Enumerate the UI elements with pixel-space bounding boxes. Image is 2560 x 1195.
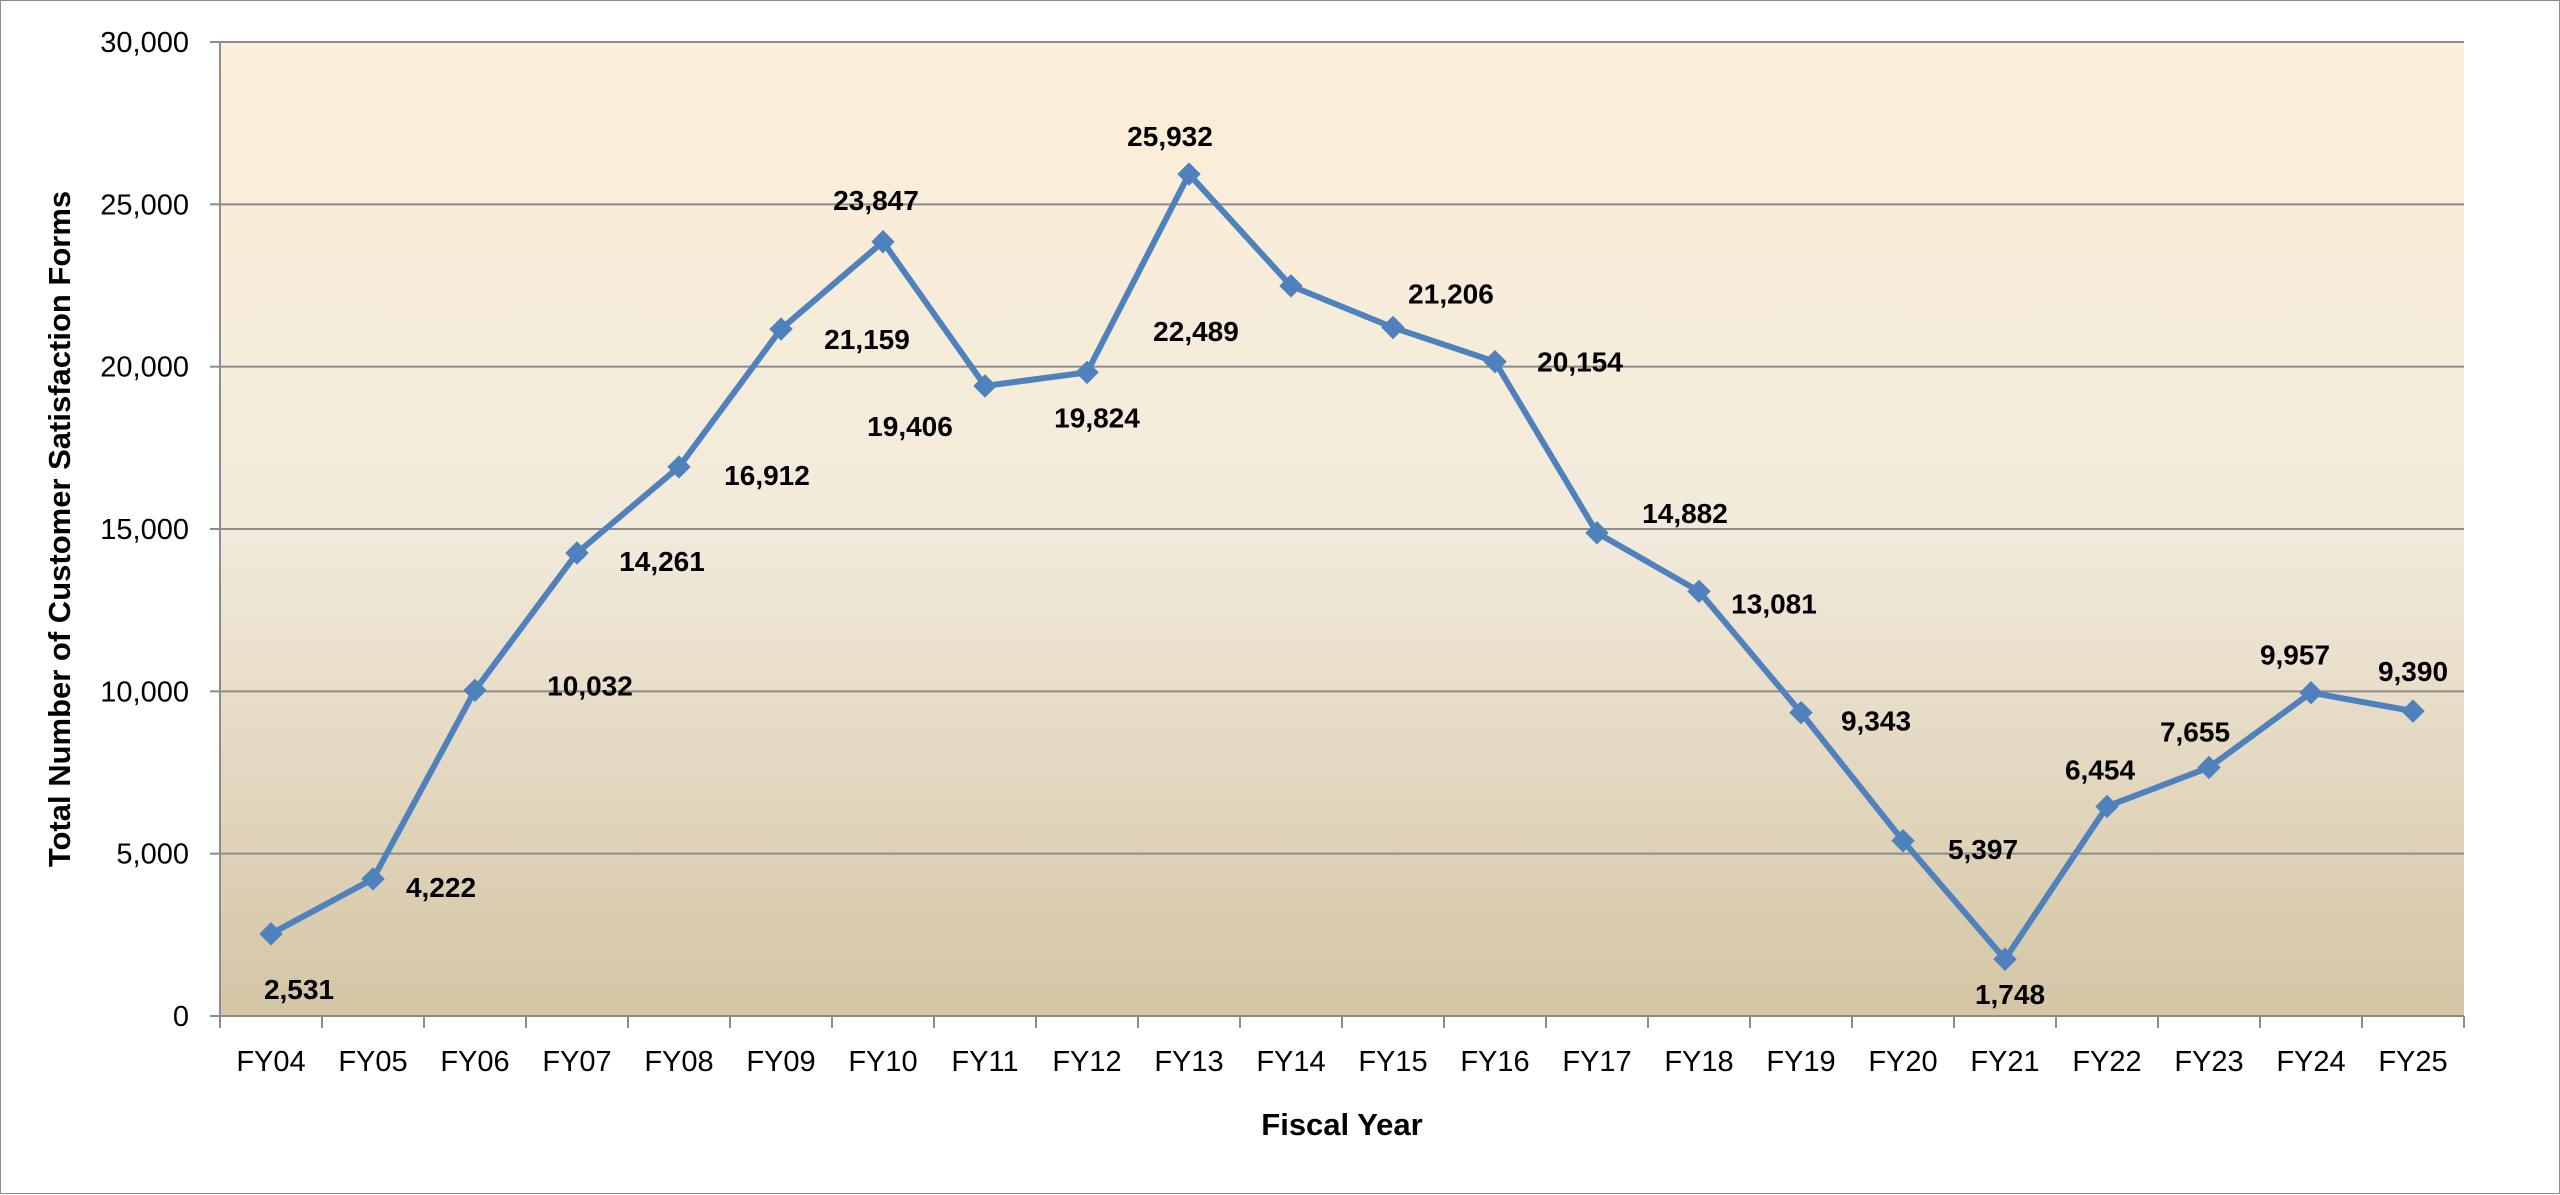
- x-tick-label: FY04: [236, 1046, 305, 1078]
- data-point: [871, 230, 895, 254]
- x-tick-label: FY11: [951, 1046, 1018, 1078]
- data-label: 21,206: [1408, 279, 1494, 310]
- y-tick-label: 0: [173, 1001, 189, 1033]
- x-tick-label: FY10: [848, 1046, 917, 1078]
- data-label: 9,390: [2378, 656, 2448, 687]
- data-label: 19,824: [1054, 402, 1140, 433]
- data-point: [1177, 162, 1201, 186]
- x-tick-label: FY24: [2276, 1046, 2345, 1078]
- data-point: [1993, 947, 2017, 971]
- data-label: 2,531: [264, 974, 334, 1005]
- data-point: [769, 317, 793, 341]
- data-label: 23,847: [833, 185, 919, 216]
- x-tick-label: FY16: [1460, 1046, 1529, 1078]
- data-label: 21,159: [824, 324, 910, 355]
- y-axis-title: Total Number of Customer Satisfaction Fo…: [42, 191, 77, 867]
- x-tick-label: FY14: [1256, 1046, 1325, 1078]
- data-label: 20,154: [1537, 347, 1623, 378]
- data-label: 25,932: [1127, 121, 1213, 152]
- data-markers: [259, 162, 2425, 971]
- data-point: [1789, 700, 1813, 725]
- axes: [219, 42, 2465, 1028]
- data-point: [1891, 829, 1915, 853]
- x-tick-label: FY07: [542, 1046, 611, 1078]
- data-point: [1279, 274, 1303, 298]
- y-tick-label: 25,000: [100, 189, 189, 221]
- data-point: [2197, 755, 2221, 780]
- data-point: [259, 922, 283, 946]
- data-point: [2401, 699, 2425, 723]
- y-tick-label: 10,000: [100, 676, 189, 708]
- data-label: 9,957: [2260, 640, 2330, 671]
- y-tick-label: 5,000: [116, 839, 189, 871]
- data-label: 14,882: [1642, 498, 1728, 529]
- data-label: 22,489: [1153, 316, 1239, 347]
- data-label: 16,912: [724, 460, 810, 491]
- data-point: [2299, 681, 2323, 705]
- y-tick-label: 30,000: [100, 27, 189, 59]
- data-point: [361, 867, 385, 891]
- data-label: 10,032: [547, 670, 633, 701]
- y-tick-label: 20,000: [100, 352, 189, 384]
- data-point: [1687, 579, 1711, 604]
- series-line: [269, 171, 2414, 963]
- data-label: 1,748: [1975, 979, 2045, 1010]
- x-tick-label: FY21: [1970, 1046, 2039, 1078]
- x-tick-label: FY18: [1664, 1046, 1733, 1078]
- data-point: [1381, 315, 1405, 340]
- x-tick-label: FY20: [1868, 1046, 1937, 1078]
- data-point: [1585, 521, 1609, 545]
- x-tick-label: FY12: [1052, 1046, 1121, 1078]
- data-point: [565, 541, 589, 565]
- data-label: 6,454: [2065, 754, 2135, 785]
- x-tick-label: FY13: [1154, 1046, 1223, 1078]
- data-point: [463, 678, 487, 703]
- x-tick-label: FY06: [440, 1046, 509, 1078]
- data-point: [1075, 360, 1099, 385]
- x-tick-label: FY25: [2378, 1046, 2447, 1078]
- data-point: [1483, 349, 1507, 374]
- x-tick-label: FY22: [2072, 1046, 2141, 1078]
- x-tick-label: FY05: [338, 1046, 407, 1078]
- data-point: [667, 455, 691, 479]
- x-tick-labels: FY04 FY05 FY06 FY07 FY08 FY09 FY10 FY11 FY12 FY13…: [236, 1046, 2447, 1078]
- x-tick-label: FY15: [1358, 1046, 1427, 1078]
- data-label: 19,406: [867, 411, 953, 442]
- data-label: 14,261: [619, 546, 705, 577]
- data-label: 13,081: [1731, 588, 1817, 619]
- x-tick-label: FY19: [1766, 1046, 1835, 1078]
- data-labels: 2,531 4,222 10,032 14,261 16,912 21,159 23,847…: [264, 121, 2448, 1010]
- y-tick-label: 15,000: [100, 514, 189, 546]
- gridlines: [210, 41, 2464, 1017]
- x-tick-label: FY09: [746, 1046, 815, 1078]
- y-tick-labels: 0 5,000 10,000 15,000 20,000 25,000 30,000: [100, 27, 189, 1033]
- data-point: [973, 374, 997, 398]
- x-tick-label: FY23: [2174, 1046, 2243, 1078]
- x-tick-label: FY08: [644, 1046, 713, 1078]
- data-point: [2095, 794, 2119, 819]
- data-label: 9,343: [1841, 706, 1911, 737]
- x-tick-label: FY17: [1562, 1046, 1631, 1078]
- x-axis-title: Fiscal Year: [1261, 1107, 1422, 1142]
- data-label: 5,397: [1948, 834, 2018, 865]
- data-label: 7,655: [2160, 716, 2230, 747]
- data-label: 4,222: [406, 872, 476, 903]
